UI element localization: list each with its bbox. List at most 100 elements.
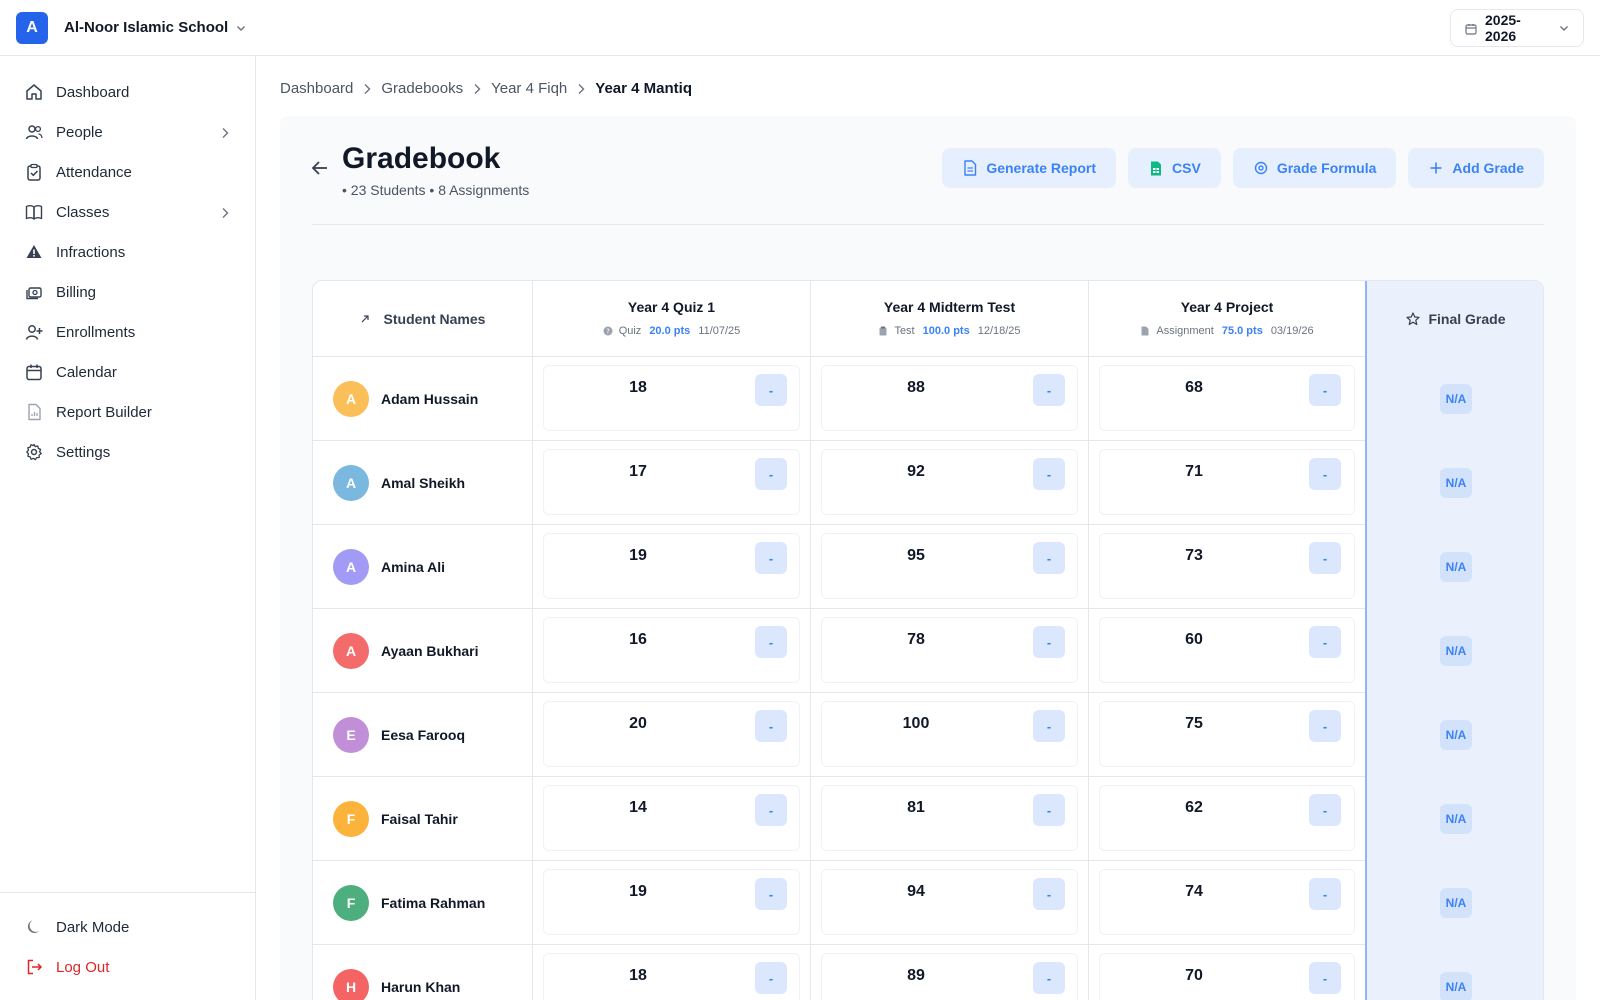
sidebar-item-enrollments[interactable]: Enrollments [0,312,255,352]
letter-grade-chip[interactable]: - [1309,458,1341,490]
score-value[interactable]: 70 [1185,967,1203,984]
score-value[interactable]: 74 [1185,883,1203,900]
score-cell[interactable]: 18 - [533,945,811,1000]
score-value[interactable]: 73 [1185,547,1203,564]
score-cell[interactable]: 20 - [533,693,811,777]
score-cell[interactable]: 92 - [811,441,1089,525]
letter-grade-chip[interactable]: - [1033,626,1065,658]
score-cell[interactable]: 16 - [533,609,811,693]
score-value[interactable]: 17 [629,463,647,480]
breadcrumb-year-4-fiqh[interactable]: Year 4 Fiqh [491,80,568,97]
score-cell[interactable]: 70 - [1089,945,1365,1000]
sidebar-item-dashboard[interactable]: Dashboard [0,72,255,112]
score-value[interactable]: 92 [907,463,925,480]
score-value[interactable]: 19 [629,547,647,564]
dark-mode-toggle[interactable]: Dark Mode [0,907,255,947]
score-value[interactable]: 18 [629,379,647,396]
add-grade-button[interactable]: Add Grade [1408,148,1544,188]
generate-report-button[interactable]: Generate Report [942,148,1117,188]
sidebar-item-people[interactable]: People [0,112,255,152]
letter-grade-chip[interactable]: - [1033,458,1065,490]
letter-grade-chip[interactable]: - [1033,962,1065,994]
score-cell[interactable]: 68 - [1089,357,1365,441]
assignment-header-midterm[interactable]: Year 4 Midterm Test Test 100.0 pts 12/18… [811,281,1089,357]
letter-grade-chip[interactable]: - [1033,878,1065,910]
student-cell[interactable]: F Fatima Rahman [313,861,533,945]
sidebar-item-attendance[interactable]: Attendance [0,152,255,192]
student-cell[interactable]: F Faisal Tahir [313,777,533,861]
score-cell[interactable]: 75 - [1089,693,1365,777]
score-value[interactable]: 89 [907,967,925,984]
student-names-header[interactable]: Student Names [313,281,533,357]
letter-grade-chip[interactable]: - [755,542,787,574]
score-value[interactable]: 16 [629,631,647,648]
letter-grade-chip[interactable]: - [755,710,787,742]
breadcrumb-gradebooks[interactable]: Gradebooks [381,80,464,97]
assignment-header-quiz[interactable]: Year 4 Quiz 1 ? Quiz 20.0 pts 11/07/25 [533,281,811,357]
score-value[interactable]: 18 [629,967,647,984]
letter-grade-chip[interactable]: - [1033,710,1065,742]
score-value[interactable]: 62 [1185,799,1203,816]
score-cell[interactable]: 95 - [811,525,1089,609]
score-value[interactable]: 20 [629,715,647,732]
school-switcher[interactable]: A Al-Noor Islamic School [16,11,246,44]
score-value[interactable]: 95 [907,547,925,564]
score-cell[interactable]: 17 - [533,441,811,525]
letter-grade-chip[interactable]: - [755,626,787,658]
final-grade-header[interactable]: Final Grade [1365,281,1543,357]
logout-button[interactable]: Log Out [0,947,255,987]
letter-grade-chip[interactable]: - [1309,374,1341,406]
score-cell[interactable]: 60 - [1089,609,1365,693]
grade-formula-button[interactable]: Grade Formula [1232,148,1397,188]
score-value[interactable]: 88 [907,379,925,396]
student-cell[interactable]: A Amal Sheikh [313,441,533,525]
sidebar-item-billing[interactable]: Billing [0,272,255,312]
score-cell[interactable]: 81 - [811,777,1089,861]
sidebar-item-classes[interactable]: Classes [0,192,255,232]
sidebar-item-settings[interactable]: Settings [0,432,255,472]
school-year-select[interactable]: 2025-2026 [1450,9,1584,47]
letter-grade-chip[interactable]: - [1033,794,1065,826]
student-cell[interactable]: E Eesa Farooq [313,693,533,777]
score-cell[interactable]: 14 - [533,777,811,861]
sidebar-item-report-builder[interactable]: Report Builder [0,392,255,432]
score-cell[interactable]: 100 - [811,693,1089,777]
score-value[interactable]: 60 [1185,631,1203,648]
score-cell[interactable]: 94 - [811,861,1089,945]
letter-grade-chip[interactable]: - [1309,626,1341,658]
student-cell[interactable]: H Harun Khan [313,945,533,1000]
score-value[interactable]: 94 [907,883,925,900]
assignment-header-project[interactable]: Year 4 Project Assignment 75.0 pts 03/19… [1089,281,1365,357]
student-cell[interactable]: A Ayaan Bukhari [313,609,533,693]
letter-grade-chip[interactable]: - [1033,542,1065,574]
letter-grade-chip[interactable]: - [755,458,787,490]
student-cell[interactable]: A Amina Ali [313,525,533,609]
letter-grade-chip[interactable]: - [755,878,787,910]
letter-grade-chip[interactable]: - [1309,542,1341,574]
csv-button[interactable]: CSV [1128,148,1221,188]
back-arrow-icon[interactable] [310,158,330,178]
score-cell[interactable]: 89 - [811,945,1089,1000]
score-value[interactable]: 75 [1185,715,1203,732]
sidebar-item-calendar[interactable]: Calendar [0,352,255,392]
score-cell[interactable]: 71 - [1089,441,1365,525]
score-value[interactable]: 78 [907,631,925,648]
letter-grade-chip[interactable]: - [755,962,787,994]
score-value[interactable]: 68 [1185,379,1203,396]
score-cell[interactable]: 74 - [1089,861,1365,945]
score-value[interactable]: 100 [902,715,930,732]
letter-grade-chip[interactable]: - [1309,962,1341,994]
sidebar-item-infractions[interactable]: Infractions [0,232,255,272]
letter-grade-chip[interactable]: - [1309,710,1341,742]
score-value[interactable]: 19 [629,883,647,900]
score-value[interactable]: 14 [629,799,647,816]
letter-grade-chip[interactable]: - [1309,794,1341,826]
breadcrumb-dashboard[interactable]: Dashboard [280,80,354,97]
score-cell[interactable]: 18 - [533,357,811,441]
score-cell[interactable]: 78 - [811,609,1089,693]
letter-grade-chip[interactable]: - [1309,878,1341,910]
score-value[interactable]: 71 [1185,463,1203,480]
score-value[interactable]: 81 [907,799,925,816]
score-cell[interactable]: 73 - [1089,525,1365,609]
score-cell[interactable]: 88 - [811,357,1089,441]
